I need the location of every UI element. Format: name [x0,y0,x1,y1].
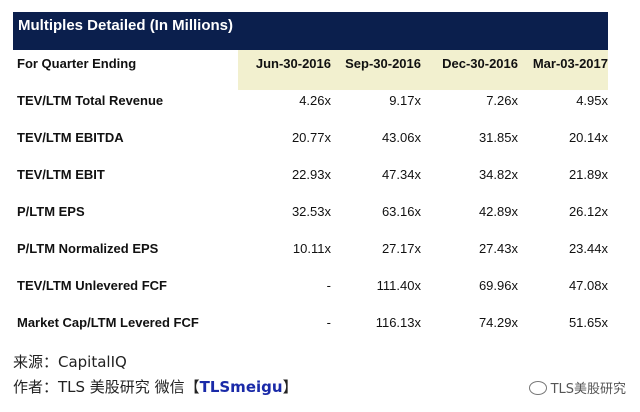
row-label: TEV/LTM EBIT [17,167,105,182]
column-header: Dec-30-2016 [442,56,518,71]
table-cell: 47.34x [381,167,421,182]
author-suffix: 】 [282,378,298,396]
table-cell: 4.95x [576,93,608,108]
table-cell: 43.06x [381,130,421,145]
table-cell: - [326,315,331,330]
table-cell: 51.65x [568,315,608,330]
row-label: TEV/LTM EBITDA [17,130,124,145]
column-header: Sep-30-2016 [345,56,421,71]
table-cell: 7.26x [486,93,518,108]
table-cell: 34.82x [478,167,518,182]
table-cell: 23.44x [568,241,608,256]
author-prefix: 作者：TLS 美股研究 微信【 [13,378,200,396]
table-cell: 32.53x [291,204,331,219]
watermark-text: TLS美股研究 [550,382,626,397]
table-cell: 4.26x [299,93,331,108]
author-tag: TLSmeigu [199,378,283,396]
table-cell: 111.40x [376,278,421,293]
row-label: Market Cap/LTM Levered FCF [17,315,199,330]
header-shade [238,50,608,90]
table-cell: 26.12x [568,204,608,219]
table-cell: 116.13x [375,315,421,330]
watermark: TLS美股研究 [528,378,626,397]
row-label: TEV/LTM Unlevered FCF [17,278,167,293]
header-label: For Quarter Ending [17,56,137,71]
table-cell: 27.43x [478,241,518,256]
column-header: Mar-03-2017 [532,56,608,71]
row-label: TEV/LTM Total Revenue [17,93,164,108]
table-cell: 21.89x [568,167,608,182]
table-cell: 27.17x [381,241,421,256]
table-cell: 69.96x [478,278,518,293]
table-cell: 9.17x [389,93,421,108]
table-cell: 63.16x [381,204,421,219]
row-label: P/LTM Normalized EPS [17,241,159,256]
author-note: 作者：TLS 美股研究 微信【TLSmeigu】 [13,376,298,397]
table-cell: 10.11x [292,241,331,256]
table-cell: 42.89x [478,204,518,219]
table-cell: 74.29x [478,315,518,330]
table-cell: 31.85x [478,130,518,145]
row-label: P/LTM EPS [17,204,85,219]
table-cell: - [326,278,331,293]
table-cell: 20.77x [291,130,331,145]
table-cell: 47.08x [568,278,608,293]
source-note: 来源：CapitalIQ [13,353,127,371]
table-cell: 22.93x [291,167,331,182]
column-header: Jun-30-2016 [255,56,331,71]
wechat-icon [528,380,547,395]
table-cell: 20.14x [568,130,608,145]
table-title: Multiples Detailed (In Millions) [13,12,608,50]
